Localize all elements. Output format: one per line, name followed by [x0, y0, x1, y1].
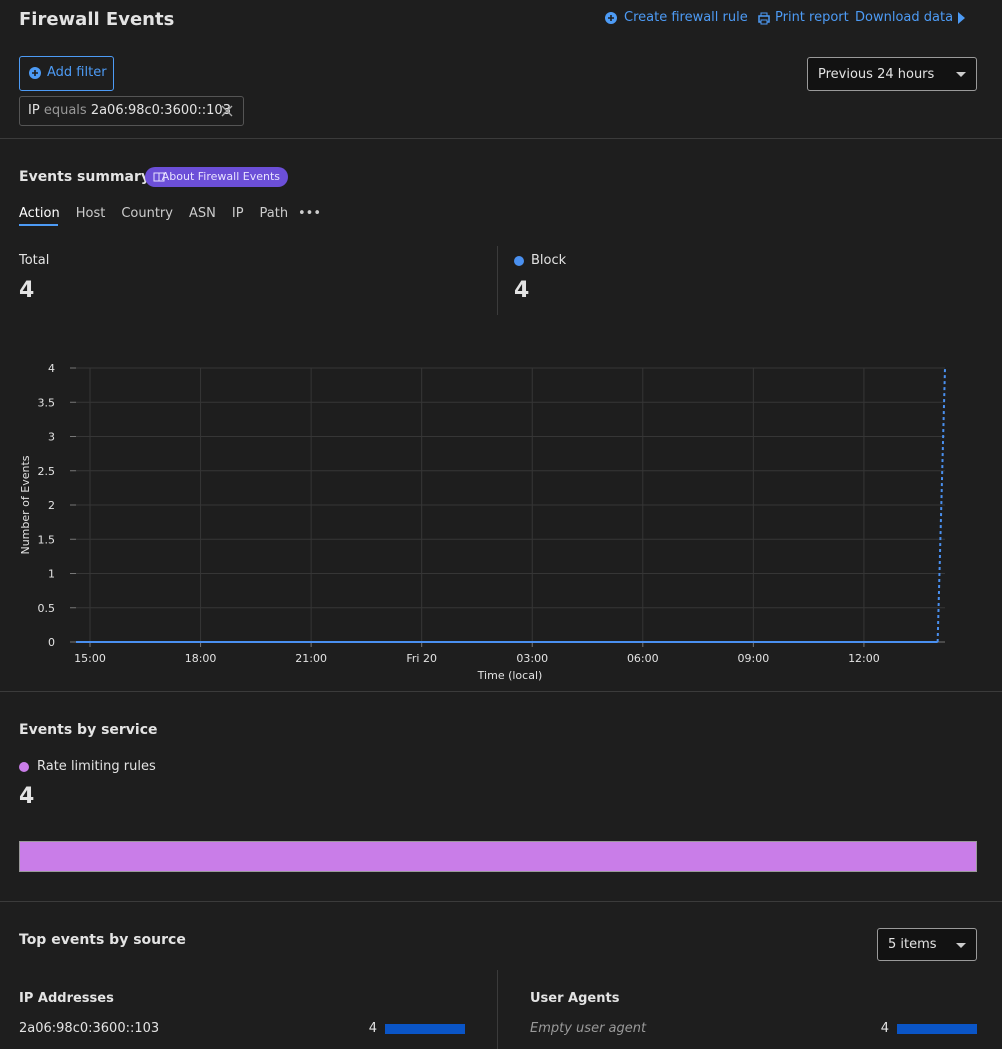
x-tick-label: 03:00 [516, 652, 548, 665]
row-bar [897, 1024, 977, 1034]
divider [497, 970, 498, 1049]
y-tick-label: 0 [48, 636, 55, 649]
y-tick-label: 2.5 [38, 465, 56, 478]
about-badge[interactable]: About Firewall Events [145, 167, 288, 187]
divider [497, 246, 498, 315]
tab[interactable]: Host [75, 206, 106, 221]
block-value: 4 [514, 278, 530, 303]
y-tick-label: 4 [48, 362, 55, 375]
total-label: Total [19, 253, 50, 268]
list-title: User Agents [530, 991, 620, 1006]
row-label: 2a06:98c0:3600::103 [19, 1021, 160, 1036]
create-rule-link[interactable]: Create firewall rule [624, 10, 748, 25]
y-tick-label: 0.5 [38, 602, 56, 615]
legend-label: Rate limiting rules [37, 759, 156, 774]
tab[interactable]: ASN [188, 206, 216, 221]
filter-value: 2a06:98c0:3600::103 [90, 103, 231, 118]
add-filter-text: Add filter [47, 65, 107, 80]
total-value: 4 [19, 278, 35, 303]
y-tick-label: 1.5 [38, 533, 56, 546]
legend-dot [514, 256, 524, 266]
icon [605, 12, 617, 24]
filter-chip[interactable]: IP equals 2a06:98c0:3600::103 [19, 96, 244, 126]
y-tick-label: 3.5 [38, 396, 56, 409]
tab[interactable]: Path [259, 206, 289, 221]
icon [758, 12, 770, 25]
x-tick-label: 06:00 [627, 652, 659, 665]
x-tick-label: 21:00 [295, 652, 327, 665]
section-title: Events by service [19, 722, 158, 738]
tab-underline [19, 224, 58, 226]
add-filter-button[interactable] [19, 56, 114, 91]
x-tick-label: Fri 20 [406, 652, 437, 665]
print-report-link[interactable]: Print report [775, 10, 849, 25]
row-value: 4 [880, 1021, 889, 1036]
line-partial [936, 367, 946, 643]
y-axis-title: Number of Events [19, 455, 32, 554]
section-title: Top events by source [19, 932, 186, 948]
y-tick-label: 1 [48, 568, 55, 581]
download-link[interactable]: Download data [855, 10, 954, 25]
time-range-text: Previous 24 hours [818, 66, 935, 82]
row-label: Empty user agent [530, 1021, 647, 1036]
icon [29, 67, 41, 79]
x-tick-label: 12:00 [848, 652, 880, 665]
x-axis-title: Time (local) [477, 669, 543, 682]
time-range-select[interactable]: Previous 24 hours [807, 57, 977, 91]
row-value: 4 [368, 1021, 377, 1036]
more-tabs[interactable]: ••• [298, 206, 322, 221]
tab[interactable]: Country [121, 206, 173, 221]
filter-field: IP [28, 103, 40, 118]
y-tick-label: 2 [48, 499, 55, 512]
items-select[interactable]: 5 items [877, 928, 977, 961]
service-bar [19, 841, 977, 872]
row-bar [385, 1024, 465, 1034]
tab[interactable]: IP [231, 206, 244, 221]
section-title: Events summary [19, 169, 151, 185]
page-title: Firewall Events [19, 9, 175, 30]
divider [0, 901, 1002, 902]
divider [0, 691, 1002, 692]
icon [958, 12, 965, 24]
y-tick-label: 3 [48, 431, 55, 444]
icon [153, 172, 165, 182]
x-tick-label: 09:00 [738, 652, 770, 665]
legend-dot [19, 762, 29, 772]
legend-label: Block [531, 253, 567, 268]
filter-operator: equals [43, 103, 87, 118]
x-tick-label: 15:00 [74, 652, 106, 665]
items-text: 5 items [888, 937, 937, 952]
chart: Number of Events Time (local) 0 0.5 1 1.5 2 2… [19, 362, 946, 682]
remove-filter[interactable] [220, 104, 234, 118]
x-tick-label: 18:00 [185, 652, 217, 665]
list-title: IP Addresses [19, 991, 114, 1006]
divider [0, 138, 1002, 139]
tab[interactable]: Action [19, 206, 60, 221]
tabs: Action Host Country ASN IP Path [19, 206, 288, 221]
service-value: 4 [19, 784, 35, 809]
